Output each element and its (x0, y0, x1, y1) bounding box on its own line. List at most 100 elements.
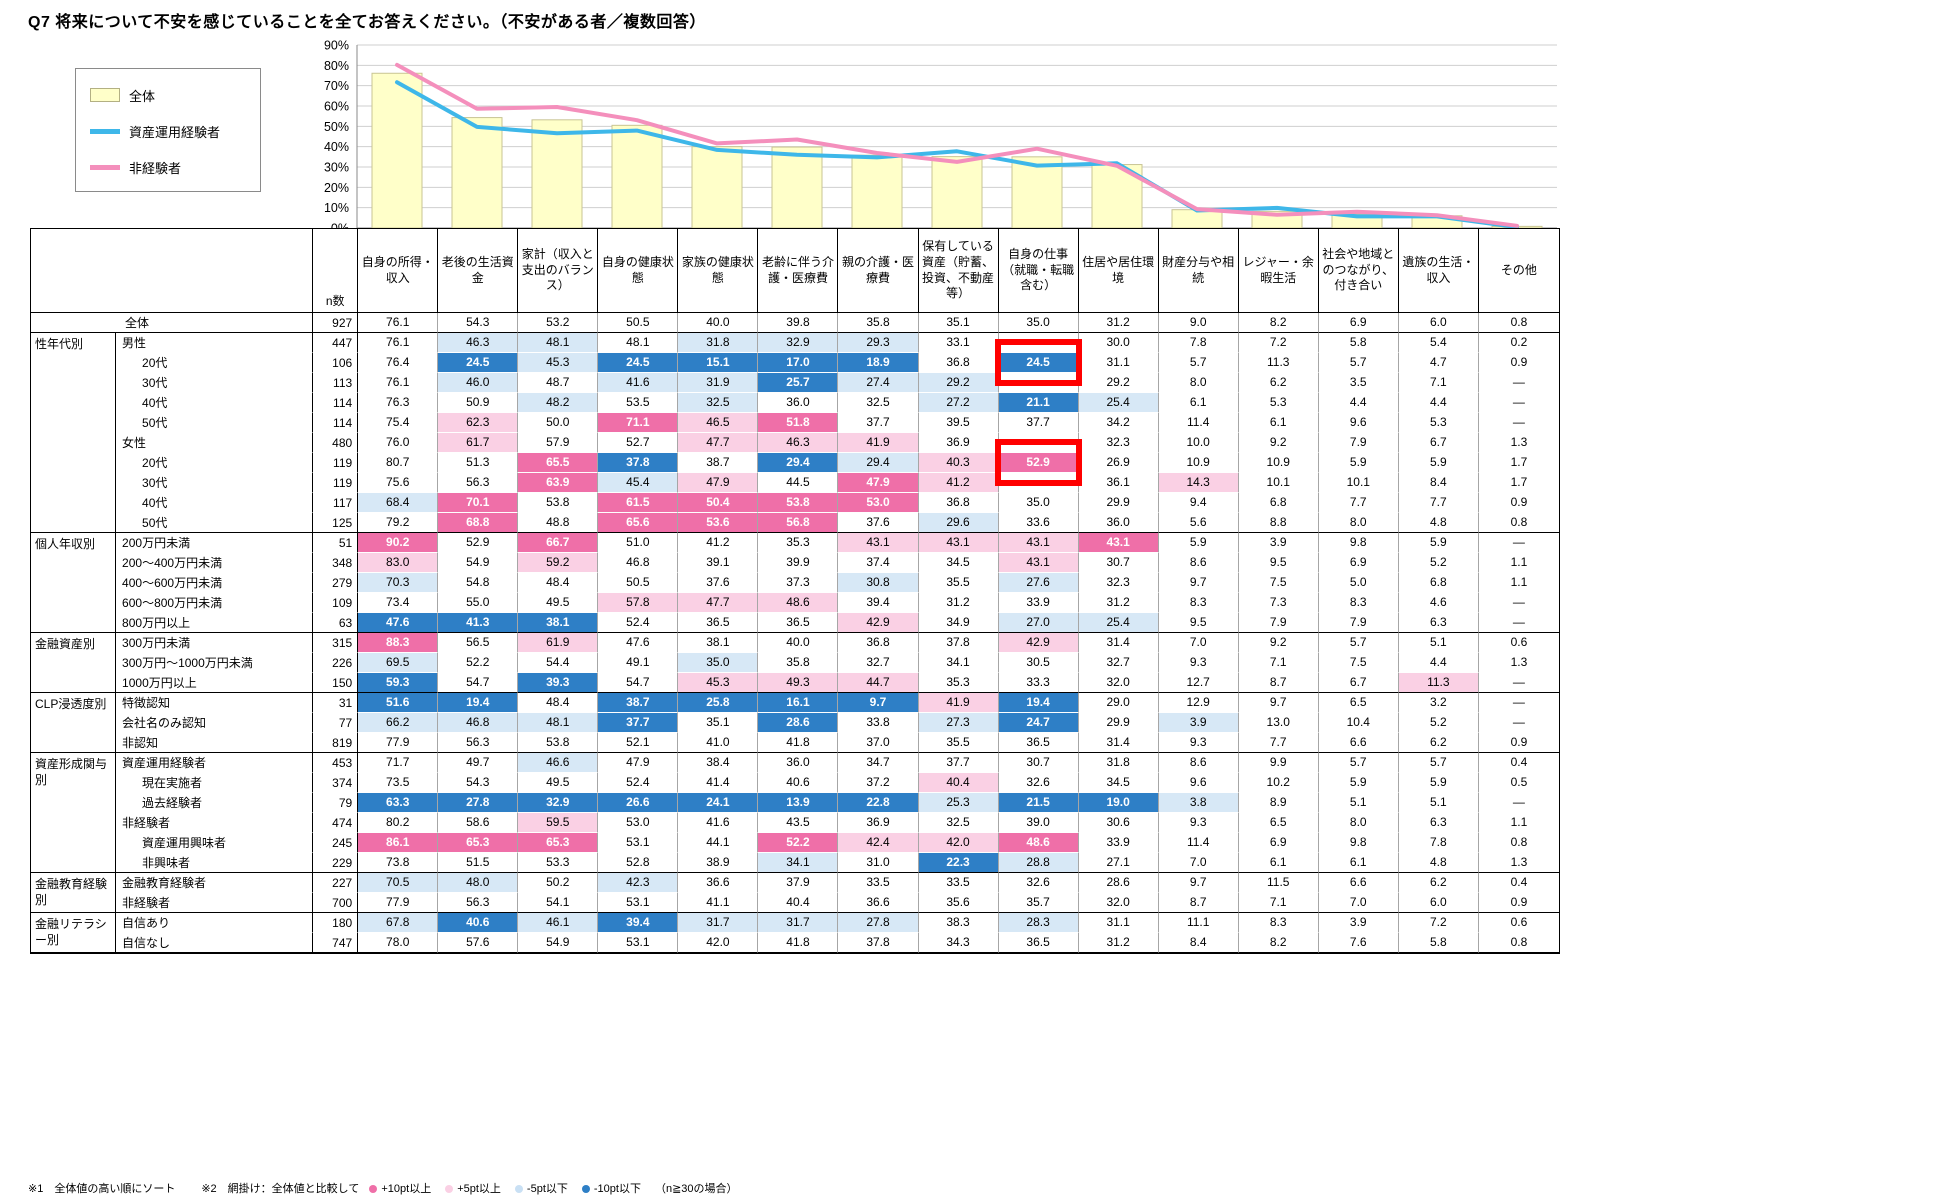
value-cell: 65.6 (598, 513, 679, 533)
n-value: 819 (313, 733, 359, 753)
value-cell: 38.9 (678, 853, 759, 873)
value-cell: 42.4 (838, 833, 919, 853)
value-cell: 41.6 (678, 813, 759, 833)
value-cell: 41.0 (678, 733, 759, 753)
value-cell: 49.5 (518, 593, 599, 613)
value-cell: 36.0 (758, 753, 839, 773)
n-value: 474 (313, 813, 359, 833)
value-cell: 6.1 (1318, 853, 1399, 873)
value-cell: 34.5 (918, 553, 999, 573)
value-cell: 13.0 (1238, 713, 1319, 733)
value-cell: 47.6 (598, 633, 679, 653)
bar-全体 (771, 146, 823, 229)
results-table: n数 自身の所得・収入 老後の生活資金 家計（収入と支出のバランス） 自身の健康状態 家族… (30, 228, 1560, 954)
column-header: 社会や地域とのつながり、付き合い (1318, 229, 1399, 313)
value-cell: 41.2 (918, 473, 999, 493)
column-header: 家族の健康状態 (678, 229, 759, 313)
legend-item: 非経験者 (90, 149, 260, 185)
n-value: 63 (313, 613, 359, 633)
value-cell: 54.9 (518, 933, 599, 953)
value-cell: 35.0 (998, 493, 1079, 513)
value-cell: 6.2 (1238, 373, 1319, 393)
table-row: 400〜600万円未満 279 70.3 54.8 48.4 50.5 37.6 37.3 30… (31, 573, 1559, 593)
value-cell: 56.3 (438, 733, 519, 753)
legend-dot (514, 1185, 523, 1194)
y-axis-label: 50% (324, 120, 349, 134)
value-cell: 47.9 (838, 473, 919, 493)
value-cell: 41.1 (678, 893, 759, 913)
value-cell: 8.2 (1238, 933, 1319, 953)
value-cell: 37.6 (678, 573, 759, 593)
n-value: 700 (313, 893, 359, 913)
value-cell: 9.7 (1158, 573, 1239, 593)
value-cell: 6.1 (1238, 853, 1319, 873)
value-cell: 56.3 (438, 473, 519, 493)
value-cell: 27.1 (1078, 853, 1159, 873)
value-cell: 75.6 (358, 473, 439, 493)
value-cell: 40.6 (438, 913, 519, 933)
value-cell: 35.8 (758, 653, 839, 673)
value-cell: 43.1 (838, 533, 919, 553)
table-row: 非認知 819 77.9 56.3 53.8 52.1 41.0 41.8 37.0 35.5 36… (31, 733, 1559, 753)
value-cell: 37.7 (998, 413, 1079, 433)
footnote: ※1 全体値の高い順にソート ※2 網掛け：全体値と比較して +10pt以上 +5pt… (28, 1180, 738, 1196)
value-cell: 40.0 (758, 633, 839, 653)
value-cell: 41.4 (678, 773, 759, 793)
value-cell: 28.8 (998, 853, 1079, 873)
value-cell: 0.8 (1478, 313, 1559, 333)
group-label: 個人年収別 (31, 533, 117, 633)
value-cell: 4.4 (1398, 393, 1479, 413)
table-row: 現在実施者 374 73.5 54.3 49.5 52.4 41.4 40.6 37.2 40.4… (31, 773, 1559, 793)
value-cell: 10.1 (1318, 473, 1399, 493)
value-cell: 7.1 (1238, 653, 1319, 673)
value-cell: 7.9 (1238, 613, 1319, 633)
value-cell: 36.5 (998, 933, 1079, 953)
n-value: 227 (313, 873, 359, 893)
value-cell: 12.9 (1158, 693, 1239, 713)
value-cell: 9.7 (1158, 873, 1239, 893)
table-row: 50代 114 75.4 62.3 50.0 71.1 46.5 51.8 37.7 39.5 37… (31, 413, 1559, 433)
value-cell: 22.3 (918, 853, 999, 873)
row-label: 300万円〜1000万円未満 (116, 653, 314, 673)
footnote-legend-label: -10pt以下 (593, 1183, 641, 1195)
y-axis-label: 30% (324, 161, 349, 175)
value-cell: 27.4 (838, 373, 919, 393)
value-cell: 8.6 (1158, 553, 1239, 573)
value-cell: 25.4 (1078, 613, 1159, 633)
n-value: 480 (313, 433, 359, 453)
value-cell: 36.0 (1078, 513, 1159, 533)
value-cell: 50.0 (518, 413, 599, 433)
value-cell: 42.3 (598, 873, 679, 893)
value-cell: 8.3 (1158, 593, 1239, 613)
value-cell: 6.1 (1238, 413, 1319, 433)
value-cell: 38.4 (678, 753, 759, 773)
value-cell: 36.0 (758, 393, 839, 413)
value-cell: 31.2 (918, 593, 999, 613)
n-value: 229 (313, 853, 359, 873)
value-cell (998, 473, 1079, 493)
legend-item: 資産運用経験者 (90, 113, 260, 149)
value-cell: 18.9 (838, 353, 919, 373)
n-value: 315 (313, 633, 359, 653)
value-cell: — (1478, 793, 1559, 813)
value-cell: 0.2 (1478, 333, 1559, 353)
value-cell: 8.4 (1158, 933, 1239, 953)
value-cell: 0.4 (1478, 753, 1559, 773)
value-cell: 35.7 (998, 893, 1079, 913)
value-cell: 28.6 (1078, 873, 1159, 893)
value-cell: 62.3 (438, 413, 519, 433)
value-cell: 8.4 (1398, 473, 1479, 493)
value-cell: 48.4 (518, 573, 599, 593)
table-row: 金融資産別 300万円未満 315 88.3 56.5 61.9 47.6 38.1 40.0 3… (31, 633, 1559, 693)
value-cell: 39.4 (598, 913, 679, 933)
value-cell: 71.7 (358, 753, 439, 773)
n-value: 150 (313, 673, 359, 693)
value-cell: 48.1 (518, 713, 599, 733)
table-row: 全体 927 76.1 54.3 53.2 50.5 40.0 39.8 35.8 35.1 35.… (31, 313, 1559, 333)
group-label: 資産形成関与別 (31, 753, 117, 873)
value-cell: 42.0 (918, 833, 999, 853)
value-cell: 26.6 (598, 793, 679, 813)
value-cell-red-boxed: 52.9 (994, 439, 1082, 486)
bar-全体 (531, 119, 583, 229)
value-cell: 46.0 (438, 373, 519, 393)
